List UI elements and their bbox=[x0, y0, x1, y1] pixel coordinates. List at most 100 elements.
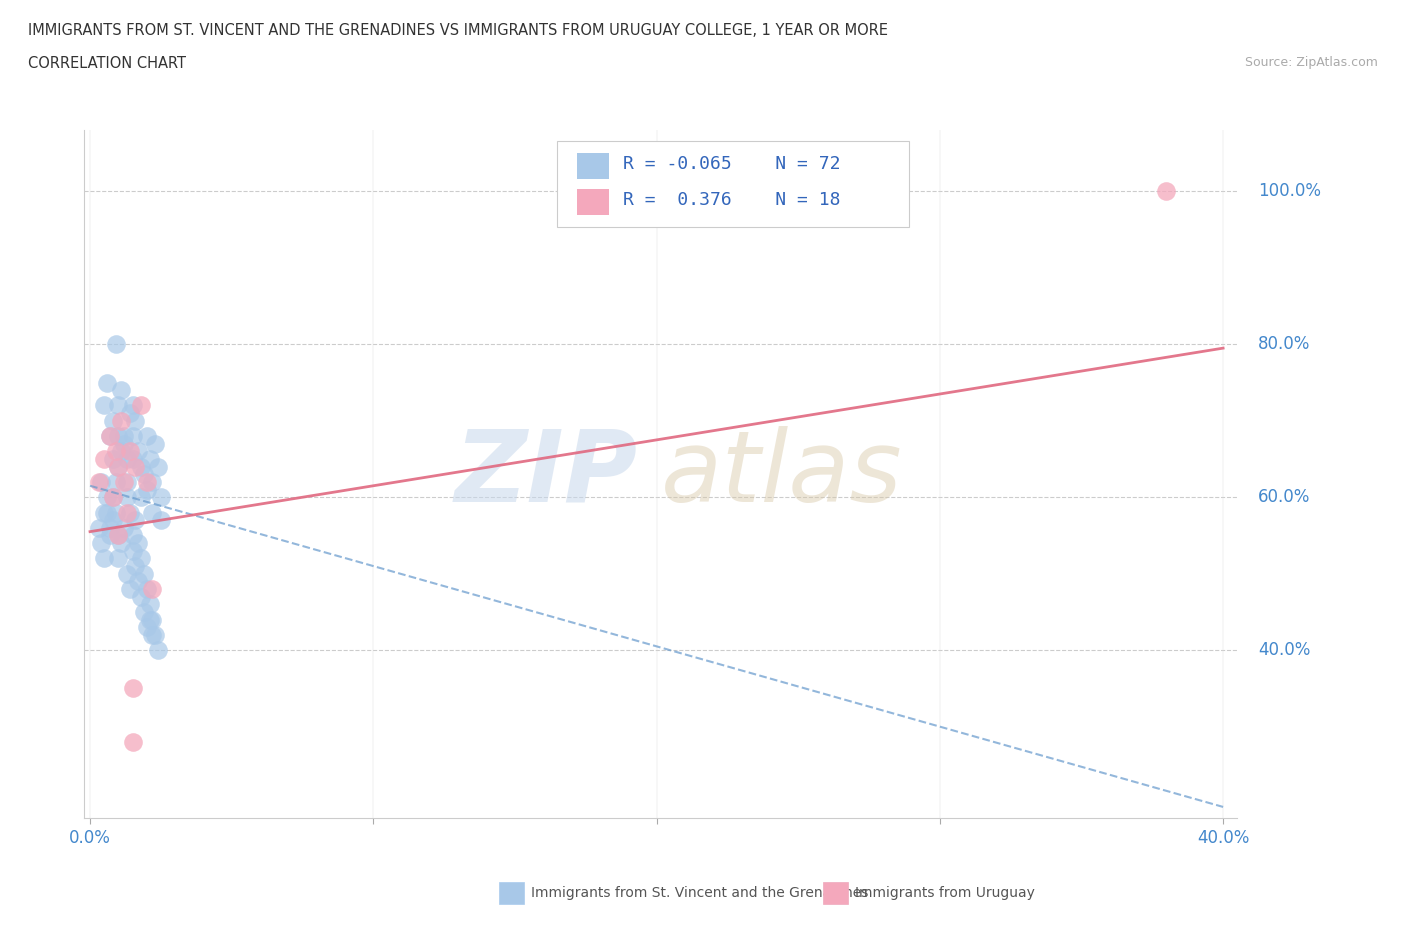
Point bbox=[104, 337, 127, 352]
Point bbox=[141, 474, 163, 489]
Text: ZIP: ZIP bbox=[454, 426, 638, 523]
Point bbox=[101, 490, 124, 505]
Point bbox=[101, 512, 124, 527]
Point bbox=[121, 452, 143, 467]
Point bbox=[93, 505, 115, 520]
Point bbox=[112, 521, 135, 536]
Point bbox=[129, 590, 152, 604]
Point bbox=[107, 528, 129, 543]
Point bbox=[115, 505, 138, 520]
Point bbox=[110, 383, 132, 398]
Point bbox=[115, 566, 138, 581]
Text: CORRELATION CHART: CORRELATION CHART bbox=[28, 56, 186, 71]
Text: IMMIGRANTS FROM ST. VINCENT AND THE GRENADINES VS IMMIGRANTS FROM URUGUAY COLLEG: IMMIGRANTS FROM ST. VINCENT AND THE GREN… bbox=[28, 23, 889, 38]
Point bbox=[143, 628, 166, 643]
Point bbox=[132, 467, 155, 482]
Point bbox=[127, 444, 149, 458]
Point bbox=[129, 490, 152, 505]
Point bbox=[90, 536, 112, 551]
FancyBboxPatch shape bbox=[557, 140, 908, 227]
Point bbox=[115, 474, 138, 489]
Point bbox=[107, 459, 129, 474]
Point bbox=[98, 429, 121, 444]
Point bbox=[96, 375, 118, 390]
Point bbox=[146, 459, 169, 474]
Point bbox=[93, 398, 115, 413]
Point bbox=[141, 581, 163, 596]
Text: Source: ZipAtlas.com: Source: ZipAtlas.com bbox=[1244, 56, 1378, 69]
Point bbox=[118, 405, 141, 420]
Point bbox=[138, 597, 160, 612]
Point bbox=[138, 452, 160, 467]
Point bbox=[104, 444, 127, 458]
Point bbox=[107, 551, 129, 565]
Point bbox=[110, 413, 132, 428]
Point bbox=[101, 452, 124, 467]
Point bbox=[135, 581, 157, 596]
Point bbox=[107, 429, 129, 444]
Text: R = -0.065    N = 72: R = -0.065 N = 72 bbox=[623, 154, 841, 173]
Point bbox=[96, 490, 118, 505]
Point bbox=[141, 505, 163, 520]
Point bbox=[107, 398, 129, 413]
FancyBboxPatch shape bbox=[576, 189, 609, 215]
Text: Immigrants from Uruguay: Immigrants from Uruguay bbox=[855, 885, 1035, 900]
Point bbox=[121, 681, 143, 696]
Point bbox=[101, 490, 124, 505]
Point bbox=[107, 459, 129, 474]
Point bbox=[90, 474, 112, 489]
Point bbox=[87, 474, 110, 489]
Point bbox=[107, 528, 129, 543]
Point bbox=[115, 490, 138, 505]
Point bbox=[110, 536, 132, 551]
Point bbox=[87, 521, 110, 536]
Point bbox=[132, 604, 155, 619]
Text: 40.0%: 40.0% bbox=[1258, 641, 1310, 659]
Point bbox=[141, 612, 163, 627]
Point bbox=[135, 482, 157, 497]
Text: 100.0%: 100.0% bbox=[1258, 182, 1322, 200]
Text: Immigrants from St. Vincent and the Grenadines: Immigrants from St. Vincent and the Gren… bbox=[531, 885, 869, 900]
Text: 60.0%: 60.0% bbox=[1258, 488, 1310, 506]
Point bbox=[124, 559, 146, 574]
Point bbox=[129, 459, 152, 474]
Point bbox=[98, 528, 121, 543]
Point bbox=[124, 459, 146, 474]
Point bbox=[129, 398, 152, 413]
Point bbox=[135, 619, 157, 634]
Point bbox=[124, 413, 146, 428]
Point bbox=[93, 551, 115, 565]
Point bbox=[104, 505, 127, 520]
Text: atlas: atlas bbox=[661, 426, 903, 523]
Point bbox=[118, 444, 141, 458]
Point bbox=[118, 505, 141, 520]
Point bbox=[135, 474, 157, 489]
Point bbox=[104, 474, 127, 489]
Point bbox=[121, 429, 143, 444]
Point bbox=[141, 628, 163, 643]
Point bbox=[121, 543, 143, 558]
Point bbox=[1156, 184, 1178, 199]
Point bbox=[98, 429, 121, 444]
Point bbox=[149, 512, 172, 527]
FancyBboxPatch shape bbox=[576, 153, 609, 179]
Point bbox=[110, 444, 132, 458]
Point bbox=[121, 398, 143, 413]
Point bbox=[112, 429, 135, 444]
Point bbox=[124, 512, 146, 527]
Text: 80.0%: 80.0% bbox=[1258, 336, 1310, 353]
Point bbox=[98, 521, 121, 536]
Point bbox=[121, 735, 143, 750]
Point bbox=[127, 574, 149, 589]
Point bbox=[127, 536, 149, 551]
Point bbox=[121, 528, 143, 543]
Point bbox=[146, 643, 169, 658]
Point bbox=[129, 551, 152, 565]
Point bbox=[132, 566, 155, 581]
Point bbox=[115, 452, 138, 467]
Point bbox=[135, 429, 157, 444]
Text: R =  0.376    N = 18: R = 0.376 N = 18 bbox=[623, 192, 841, 209]
Point bbox=[149, 490, 172, 505]
Point bbox=[96, 505, 118, 520]
Point bbox=[143, 436, 166, 451]
